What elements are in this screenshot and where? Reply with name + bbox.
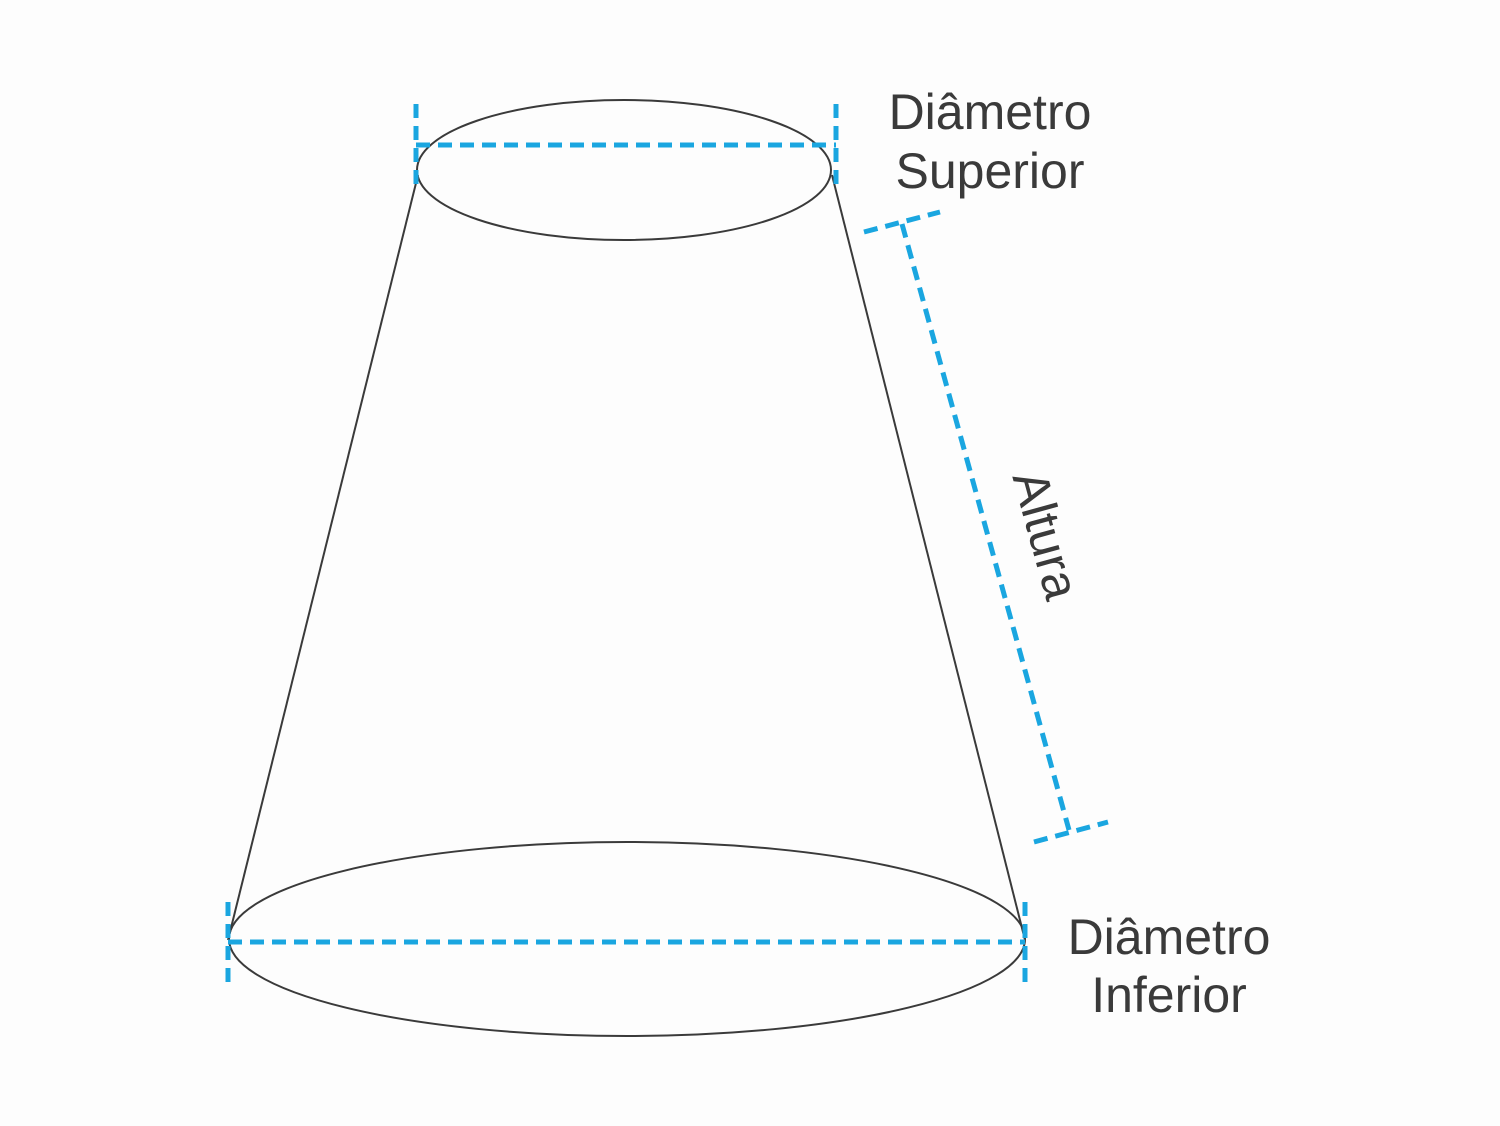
height-line: [899, 223, 1072, 831]
height-bottom-tick: [1033, 819, 1109, 845]
top-diameter-label-line2: Superior: [896, 143, 1085, 199]
cone-left-side: [227, 174, 419, 941]
cone-top-ellipse: [416, 99, 832, 241]
top-diameter-dimension: [413, 104, 839, 186]
bottom-diameter-label-line1: Diâmetro: [1068, 909, 1271, 965]
cone-bottom-ellipse: [228, 841, 1026, 1037]
bottom-diameter-label-line2: Inferior: [1091, 967, 1247, 1023]
bottom-diameter-dimension: [225, 902, 1028, 984]
cone-right-side: [831, 174, 1026, 941]
cone-shape: [227, 99, 1026, 1037]
height-top-tick: [863, 209, 941, 235]
height-label: Altura: [1002, 465, 1091, 606]
height-dimension: [863, 209, 1109, 845]
top-diameter-label-line1: Diâmetro: [889, 84, 1092, 140]
